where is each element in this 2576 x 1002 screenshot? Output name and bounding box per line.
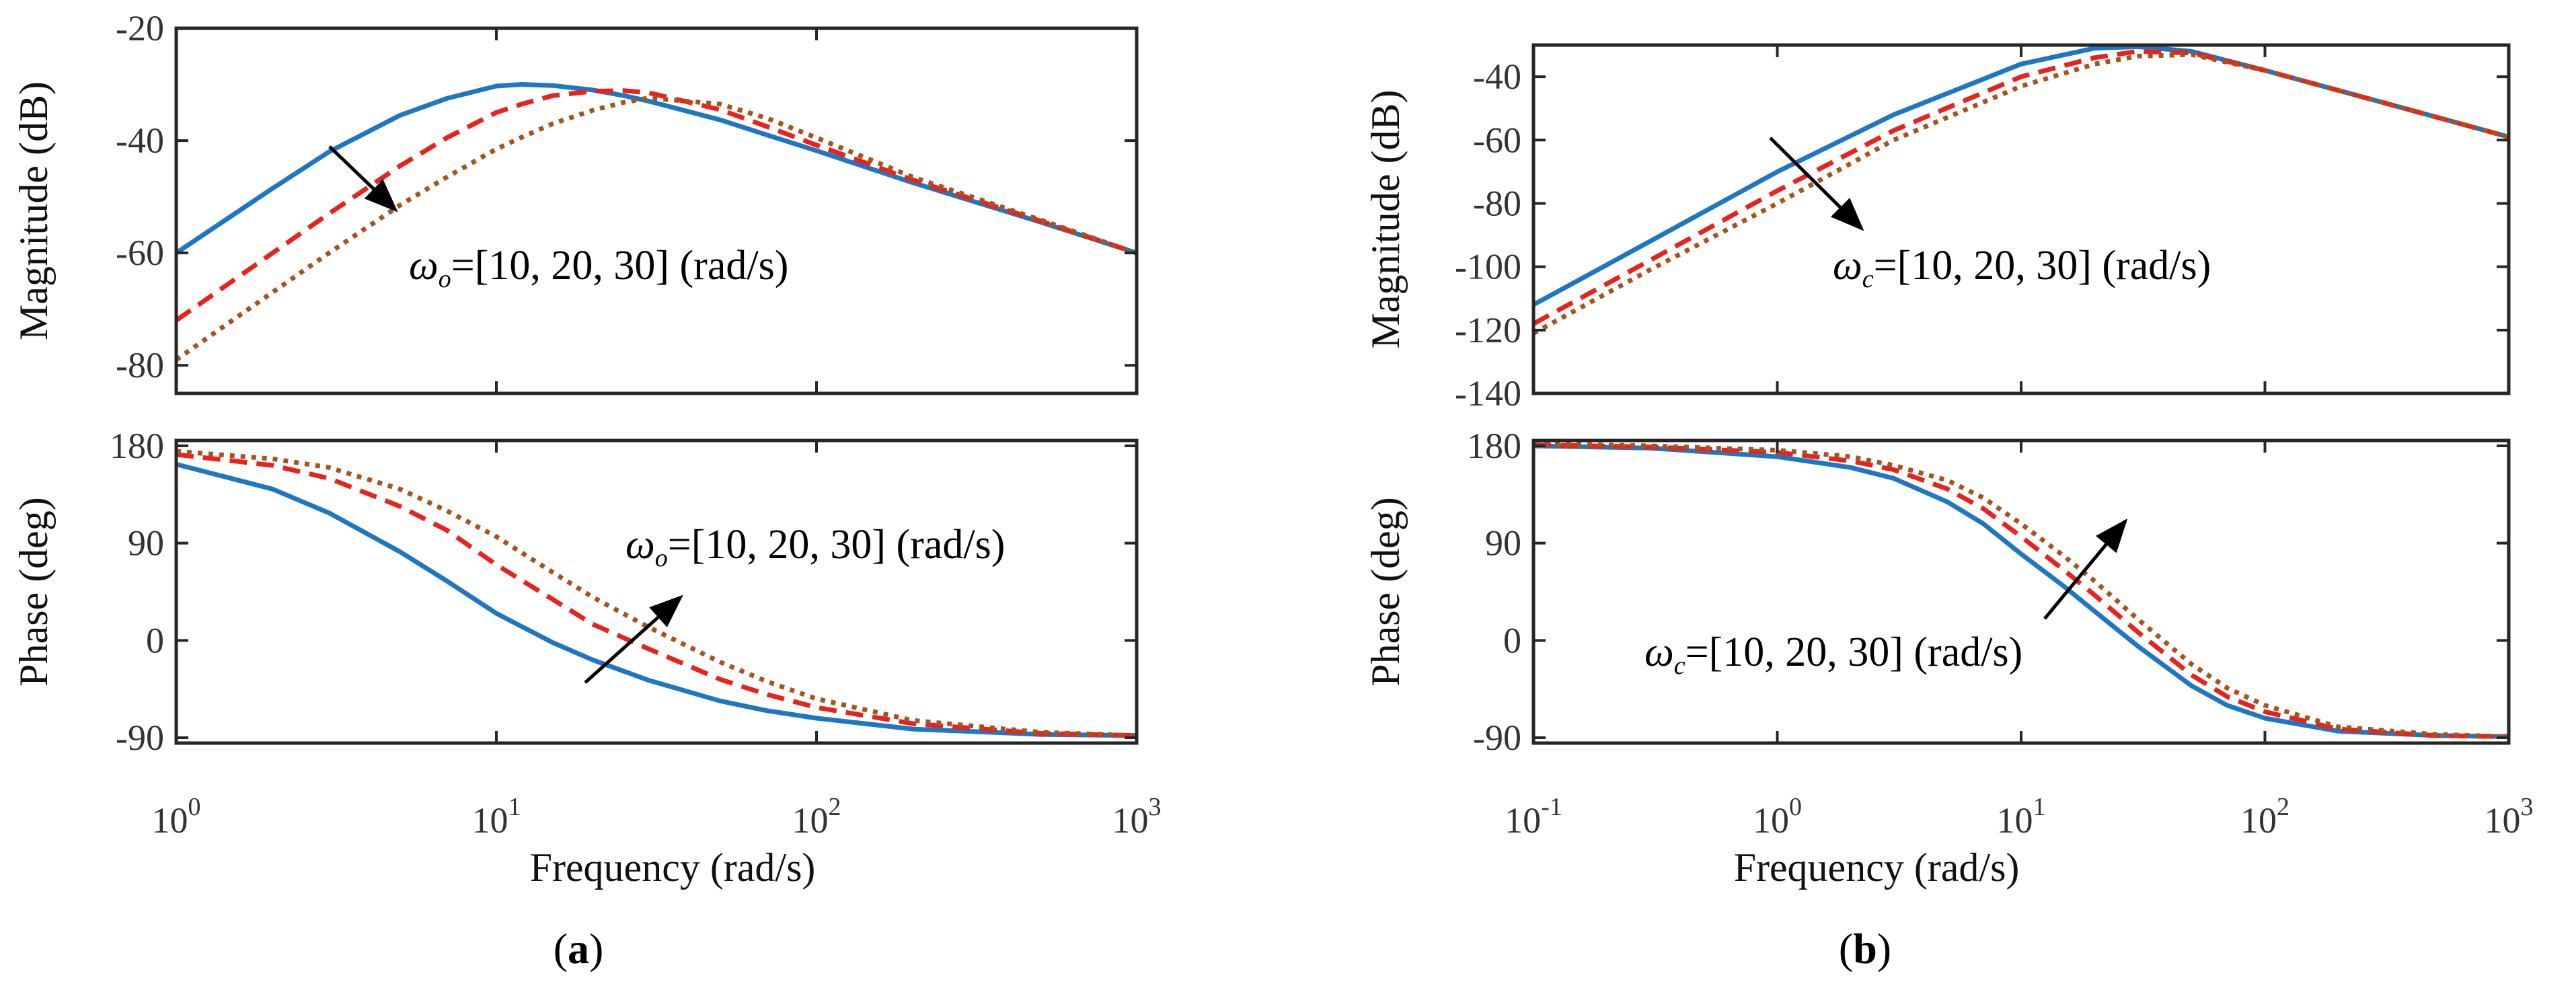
annotation-arrow xyxy=(584,594,683,684)
x-tick-label: 100 xyxy=(152,793,201,841)
annotation-arrow xyxy=(2043,518,2128,620)
annotation-text: ωo=[10, 20, 30] (rad/s) xyxy=(409,243,788,293)
x-tick-label: 101 xyxy=(472,793,521,841)
y-tick-label: -40 xyxy=(1473,56,1521,97)
x-tick-label: 102 xyxy=(792,793,841,841)
plot-frame xyxy=(1531,438,2511,745)
y-tick-label: 180 xyxy=(110,426,164,466)
series-line-2 xyxy=(176,452,1137,738)
series-line-1 xyxy=(176,462,1137,738)
annotation-text: ωc=[10, 20, 30] (rad/s) xyxy=(1644,629,2022,680)
panel-a-magnitude-plot: -20 -40 -60 -80 Magnitude (dB) ωo=[10, 20, 30… xyxy=(11,8,1139,395)
x-tick-label: 100 xyxy=(1753,793,1802,841)
panel-b-magnitude-plot: -40 -60 -80 -100 -120 -140 Magnitude (dB) ωc=[1… xyxy=(1363,43,2511,414)
x-tick-label: 102 xyxy=(2240,793,2289,841)
panel-b-phase-plot: 180 90 0 -90 Phase (deg) ωc=[10, 20, 30] (rad… xyxy=(1363,426,2534,841)
y-axis-label: Phase (deg) xyxy=(1363,497,1408,687)
y-tick-label: 180 xyxy=(1467,426,1521,466)
y-axis-label: Phase (deg) xyxy=(11,497,56,687)
panel-a-phase-plot: 180 90 0 -90 Phase (deg) ωo=[10, 20, 30] (rad… xyxy=(11,426,1162,841)
y-tick-label: -60 xyxy=(116,233,164,273)
series-line-3 xyxy=(176,449,1137,738)
annotation-text: ωo=[10, 20, 30] (rad/s) xyxy=(626,522,1005,572)
y-tick-label: -80 xyxy=(116,345,164,385)
y-tick-label: -100 xyxy=(1455,247,1521,287)
panel-label: (b) xyxy=(1839,925,1891,972)
y-tick-label: -120 xyxy=(1455,310,1521,350)
x-tick-label: 10-1 xyxy=(1505,793,1562,841)
panel-label: (a) xyxy=(554,925,604,972)
series-line-3 xyxy=(1532,52,2509,336)
plot-frame xyxy=(174,438,1139,745)
series-line-2 xyxy=(1533,442,2509,739)
series-line-2 xyxy=(1532,48,2509,326)
series-line-3 xyxy=(174,95,1138,362)
annotation-arrow xyxy=(1769,137,1864,231)
x-tick-label: 103 xyxy=(2485,793,2534,841)
y-tick-label: -90 xyxy=(1473,718,1521,758)
y-tick-label: 0 xyxy=(1503,620,1521,660)
y-axis-label: Magnitude (dB) xyxy=(1363,90,1408,349)
series-line-3 xyxy=(1533,441,2509,739)
series-line-1 xyxy=(1533,443,2509,739)
y-tick-label: -20 xyxy=(116,8,164,48)
y-tick-label: -90 xyxy=(116,718,164,758)
y-tick-label: -60 xyxy=(1473,120,1521,160)
x-axis-label: Frequency (rad/s) xyxy=(1734,845,2020,890)
y-axis-label: Magnitude (dB) xyxy=(11,81,56,340)
x-axis-label: Frequency (rad/s) xyxy=(530,845,816,890)
y-tick-label: 90 xyxy=(128,523,164,564)
series-line-1 xyxy=(175,82,1138,256)
y-tick-label: -140 xyxy=(1455,373,1521,414)
y-tick-label: -40 xyxy=(116,120,164,161)
y-tick-label: -80 xyxy=(1473,183,1521,223)
annotation-text: ωc=[10, 20, 30] (rad/s) xyxy=(1833,243,2211,293)
y-tick-label: 90 xyxy=(1485,523,1521,564)
x-tick-label: 103 xyxy=(1112,793,1162,841)
annotation-arrow xyxy=(328,145,398,213)
plot-frame xyxy=(174,26,1139,395)
y-tick-label: 0 xyxy=(146,620,164,660)
x-tick-label: 101 xyxy=(1997,793,2046,841)
